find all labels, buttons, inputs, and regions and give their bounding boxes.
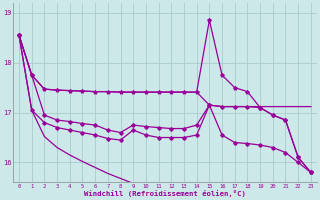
X-axis label: Windchill (Refroidissement éolien,°C): Windchill (Refroidissement éolien,°C): [84, 190, 246, 197]
